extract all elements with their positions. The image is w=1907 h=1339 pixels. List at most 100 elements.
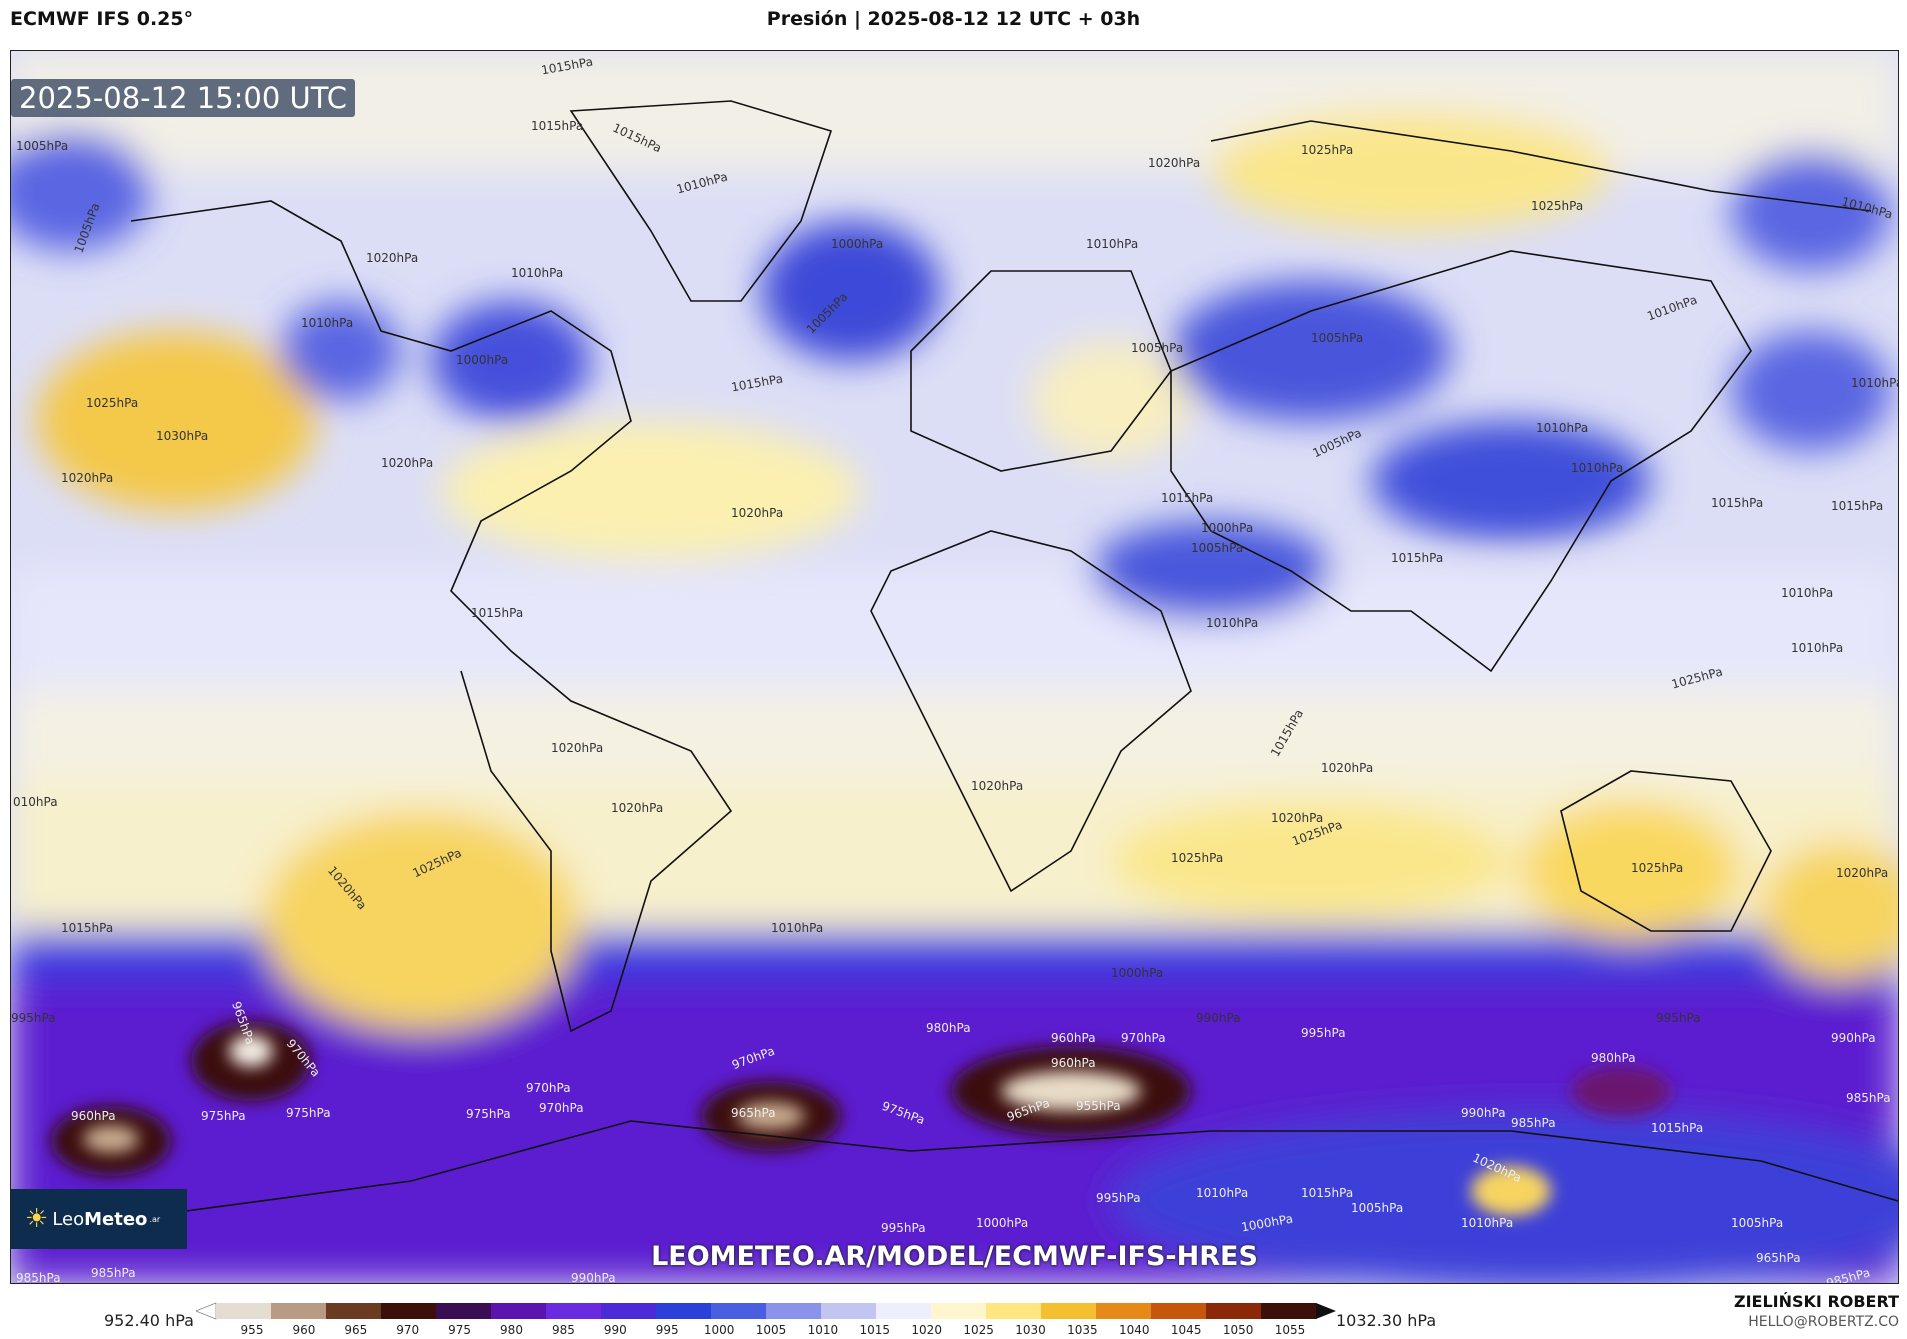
isobar-label: 1025hPa <box>1171 851 1224 865</box>
isobar-label: 1005hPa <box>1191 541 1244 555</box>
colorbar-tick-label: 965 <box>344 1323 368 1337</box>
colorbar-segment <box>546 1303 602 1319</box>
colorbar-max-label: 1032.30 hPa <box>1336 1311 1437 1330</box>
colorbar-segment <box>766 1303 822 1319</box>
isobar-label: 1015hPa <box>1831 499 1884 513</box>
isobar-label: 1015hPa <box>61 921 114 935</box>
isobar-label: 1010hPa <box>301 316 354 330</box>
isobar-label: 010hPa <box>13 795 58 809</box>
colorbar-tick-label: 1030 <box>1015 1323 1046 1337</box>
isobar-label: 1020hPa <box>971 779 1024 793</box>
isobar-label: 975hPa <box>201 1109 246 1123</box>
isobar-label: 970hPa <box>526 1081 571 1095</box>
isobar-label: 975hPa <box>286 1106 331 1120</box>
colorbar-segment <box>1041 1303 1097 1319</box>
isobar-label: 1020hPa <box>61 471 114 485</box>
isobar-label: 970hPa <box>539 1101 584 1115</box>
source-url[interactable]: LEOMETEO.AR/MODEL/ECMWF-IFS-HRES <box>651 1241 1258 1272</box>
logo-text-a: Leo <box>52 1208 85 1230</box>
isobar-label: 990hPa <box>1461 1106 1506 1120</box>
colorbar-tick-label: 1050 <box>1222 1323 1254 1337</box>
isobar-label: 1000hPa <box>1111 966 1164 980</box>
colorbar-tick-label: 995 <box>655 1323 679 1337</box>
colorbar-tick-label: 980 <box>500 1323 523 1337</box>
isobar-label: 1010hPa <box>1206 616 1259 630</box>
isobar-label: 1020hPa <box>1321 761 1374 775</box>
isobar-label: 990hPa <box>1196 1011 1241 1025</box>
colorbar-tick-label: 985 <box>551 1323 575 1337</box>
colorbar-tick-label: 990 <box>603 1323 627 1337</box>
isobar-label: 995hPa <box>881 1221 926 1235</box>
colorbar-segment <box>711 1303 767 1319</box>
isobar-label: 1025hPa <box>1301 143 1354 157</box>
isobar-label: 990hPa <box>1831 1031 1876 1045</box>
isobar-label: 960hPa <box>1051 1031 1096 1045</box>
colorbar-tick-label: 955 <box>240 1323 264 1337</box>
author-email[interactable]: HELLO@ROBERTZ.CO <box>1748 1314 1899 1330</box>
isobar-label: 1015hPa <box>471 606 524 620</box>
colorbar-tick-label: 1020 <box>911 1323 942 1337</box>
colorbar-tick-label: 1045 <box>1170 1323 1202 1337</box>
colorbar-segment <box>491 1303 547 1319</box>
isobar-label: 1030hPa <box>156 429 209 443</box>
isobar-label: 980hPa <box>926 1021 971 1035</box>
colorbar-min-arrow <box>196 1302 217 1320</box>
isobar-label: 1000hPa <box>831 237 884 251</box>
isobar-label: 1015hPa <box>531 119 584 133</box>
model-name: ECMWF IFS 0.25° <box>10 8 194 30</box>
colorbar-segment <box>1261 1303 1317 1319</box>
isobar-label: 955hPa <box>1076 1099 1121 1113</box>
colorbar-tick-label: 960 <box>292 1323 316 1337</box>
pressure-field <box>11 51 1898 1283</box>
isobar-label: 1000hPa <box>1201 521 1254 535</box>
isobar-label: 995hPa <box>1096 1191 1141 1205</box>
isobar-label: 1010hPa <box>1781 586 1834 600</box>
colorbar-tick-label: 1000 <box>703 1323 735 1337</box>
isobar-label: 1020hPa <box>551 741 604 755</box>
isobar-label: 995hPa <box>1301 1026 1346 1040</box>
isobar-label: 995hPa <box>1656 1011 1701 1025</box>
isobar-label: 1005hPa <box>16 139 69 153</box>
isobar-label: 1015hPa <box>1391 551 1444 565</box>
colorbar-segment <box>1206 1303 1262 1319</box>
isobar-label: 975hPa <box>466 1107 511 1121</box>
author-credit: ZIELIŃSKI ROBERT <box>1733 1292 1899 1311</box>
isobar-label: 985hPa <box>1846 1091 1891 1105</box>
sun-icon: ☀ <box>25 1204 49 1234</box>
isobar-label: 1010hPa <box>1851 376 1899 390</box>
isobar-label: 970hPa <box>1121 1031 1166 1045</box>
pressure-map[interactable]: 2025-08-12 15:00 UTC 1005hPa 1015hPa 1015h… <box>10 50 1899 1284</box>
colorbar-tick-label: 1010 <box>807 1323 839 1337</box>
isobar-label: 1020hPa <box>1271 811 1324 825</box>
colorbar-segment <box>876 1303 932 1319</box>
map-title: Presión | 2025-08-12 12 UTC + 03h <box>766 8 1141 30</box>
isobar-label: 960hPa <box>71 1109 116 1123</box>
colorbar-segment <box>931 1303 987 1319</box>
isobar-label: 980hPa <box>1591 1051 1636 1065</box>
isobar-label: 1020hPa <box>1148 156 1201 170</box>
logo-text-b: Meteo <box>84 1208 148 1230</box>
valid-time-label: 2025-08-12 15:00 UTC <box>11 79 356 117</box>
colorbar-segment <box>216 1303 272 1319</box>
isobar-label: 1015hPa <box>1161 491 1214 505</box>
isobar-label: 1000hPa <box>456 353 509 367</box>
isobar-label: 1015hPa <box>1651 1121 1704 1135</box>
isobar-label: 1010hPa <box>1461 1216 1514 1230</box>
isobar-label: 1010hPa <box>511 266 564 280</box>
colorbar-tick-label: 975 <box>448 1323 472 1337</box>
leometeo-logo[interactable]: ☀ Leo Meteo .ar <box>11 1189 187 1249</box>
colorbar-segment <box>986 1303 1042 1319</box>
isobar-label: 1020hPa <box>366 251 419 265</box>
isobar-label: 1010hPa <box>1086 237 1139 251</box>
colorbar-tick-label: 1055 <box>1274 1323 1306 1337</box>
isobar-label: 965hPa <box>731 1106 776 1120</box>
colorbar-segment <box>381 1303 437 1319</box>
isobar-label: 1010hPa <box>1196 1186 1249 1200</box>
isobar-label: 995hPa <box>11 1011 56 1025</box>
isobar-label: 990hPa <box>571 1271 616 1284</box>
isobar-label: 1010hPa <box>1571 461 1624 475</box>
isobar-label: 1015hPa <box>1711 496 1764 510</box>
isobar-label: 1020hPa <box>611 801 664 815</box>
colorbar-ticks: 955 960 965 970 975 980 985 990 995 1000 1005 1010 1… <box>196 1323 1336 1339</box>
colorbar-tick-label: 1040 <box>1119 1323 1150 1337</box>
